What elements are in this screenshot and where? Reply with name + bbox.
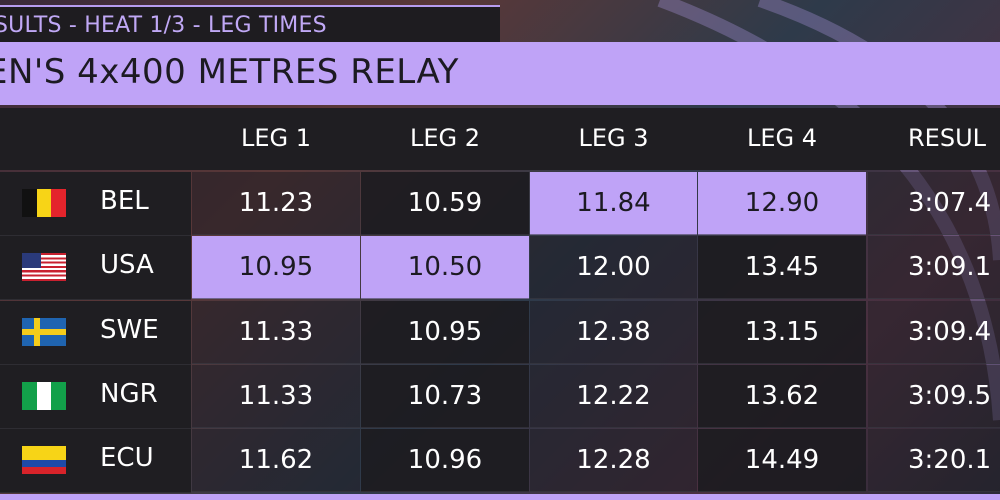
- leg-3-time: 12.38: [530, 300, 697, 364]
- table-row: NGR 11.33 10.73 12.22 13.62 3:09.5: [0, 364, 1000, 429]
- table-row: SWE 11.33 10.95 12.38 13.15 3:09.4: [0, 300, 1000, 365]
- leg-1-time: 11.33: [192, 300, 360, 364]
- ecuador-flag-icon: [22, 446, 66, 475]
- team-cell: SWE: [0, 300, 191, 365]
- sweden-flag-icon: [22, 317, 66, 346]
- header-leg-4: LEG 4: [746, 124, 818, 152]
- leg-2-time: 10.95: [361, 300, 529, 364]
- leg-4-time: 13.45: [698, 236, 866, 300]
- team-cell: BEL: [0, 172, 191, 236]
- team-code: USA: [100, 250, 154, 281]
- table-row: USA 10.95 10.50 12.00 13.45 3:09.1: [0, 236, 1000, 301]
- result-time: 3:09.5: [868, 364, 1000, 428]
- header-leg-2: LEG 2: [409, 124, 481, 152]
- team-code: SWE: [100, 314, 159, 345]
- bottom-bar: [0, 494, 1000, 500]
- subtitle: SULTS - HEAT 1/3 - LEG TIMES: [0, 13, 327, 38]
- leg-2-time: 10.73: [361, 364, 529, 428]
- leg-1-time: 11.33: [192, 364, 360, 428]
- team-cell: ECU: [0, 429, 191, 494]
- subtitle-bar: SULTS - HEAT 1/3 - LEG TIMES: [0, 5, 500, 44]
- header-result: RESUL: [908, 124, 987, 152]
- header-leg-1: LEG 1: [240, 124, 312, 152]
- leg-3-time: 12.00: [530, 236, 697, 300]
- belgium-flag-icon: [22, 189, 67, 217]
- leg-2-time: 10.59: [361, 172, 529, 235]
- leg-1-time: 10.95: [192, 236, 360, 300]
- team-code: NGR: [100, 378, 158, 409]
- result-time: 3:09.4: [868, 300, 1000, 364]
- team-code: BEL: [100, 186, 149, 216]
- leg-4-time: 12.90: [698, 172, 866, 235]
- result-time: 3:07.4: [868, 172, 1000, 235]
- table-row: ECU 11.62 10.96 12.28 14.49 3:20.1: [0, 429, 1000, 494]
- leg-4-time: 13.62: [698, 364, 866, 428]
- leg-3-time: 12.22: [530, 364, 697, 428]
- team-cell: NGR: [0, 364, 191, 429]
- background-arc: [757, 0, 1000, 261]
- result-time: 3:20.1: [868, 429, 1000, 493]
- team-code: ECU: [100, 443, 154, 474]
- table-row: BEL 11.23 10.59 11.84 12.90 3:07.4: [0, 172, 1000, 236]
- usa-flag-icon: [22, 253, 66, 282]
- result-time: 3:09.1: [868, 236, 1000, 300]
- leg-2-time: 10.50: [361, 236, 529, 300]
- leg-1-time: 11.62: [192, 429, 360, 493]
- table-header: LEG 1 LEG 2 LEG 3 LEG 4 RESUL: [0, 108, 1000, 170]
- team-cell: USA: [0, 236, 191, 301]
- leg-3-time: 12.28: [530, 429, 697, 493]
- event-title: EN'S 4x400 METRES RELAY: [0, 52, 459, 92]
- results-table: LEG 1 LEG 2 LEG 3 LEG 4 RESUL BEL 11.23 10…: [0, 108, 1000, 494]
- leg-4-time: 14.49: [698, 429, 866, 493]
- header-leg-3: LEG 3: [578, 124, 649, 152]
- leg-3-time: 11.84: [530, 172, 697, 235]
- title-bar: EN'S 4x400 METRES RELAY: [0, 42, 1000, 105]
- nigeria-flag-icon: [22, 381, 67, 410]
- leg-4-time: 13.15: [698, 300, 866, 364]
- leg-1-time: 11.23: [192, 172, 360, 235]
- leg-2-time: 10.96: [361, 429, 529, 493]
